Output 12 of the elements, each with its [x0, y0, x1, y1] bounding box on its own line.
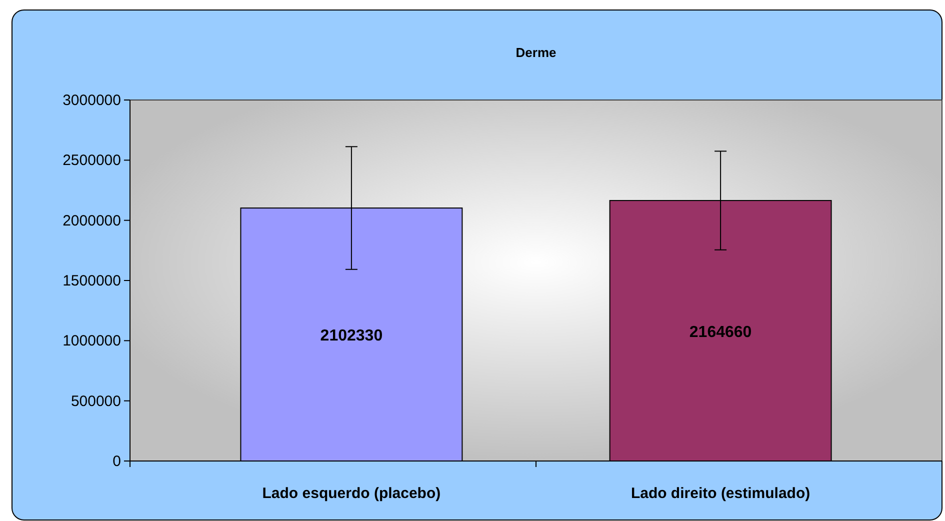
y-tick-label: 3000000: [62, 92, 121, 109]
data-label: 2164660: [689, 324, 752, 341]
y-tick-label: 1500000: [62, 272, 121, 290]
y-tick-label: 500000: [70, 392, 121, 410]
y-tick-label: 2500000: [62, 152, 121, 170]
data-label: 2102330: [320, 328, 383, 345]
y-tick-label: 0: [112, 453, 121, 470]
chart-title: Derme: [516, 45, 556, 60]
x-tick-label: Lado esquerdo (placebo): [262, 485, 441, 502]
y-tick-label: 2000000: [62, 212, 121, 230]
x-tick-label: Lado direito (estimulado): [630, 485, 810, 502]
y-tick-label: 1000000: [62, 332, 121, 350]
